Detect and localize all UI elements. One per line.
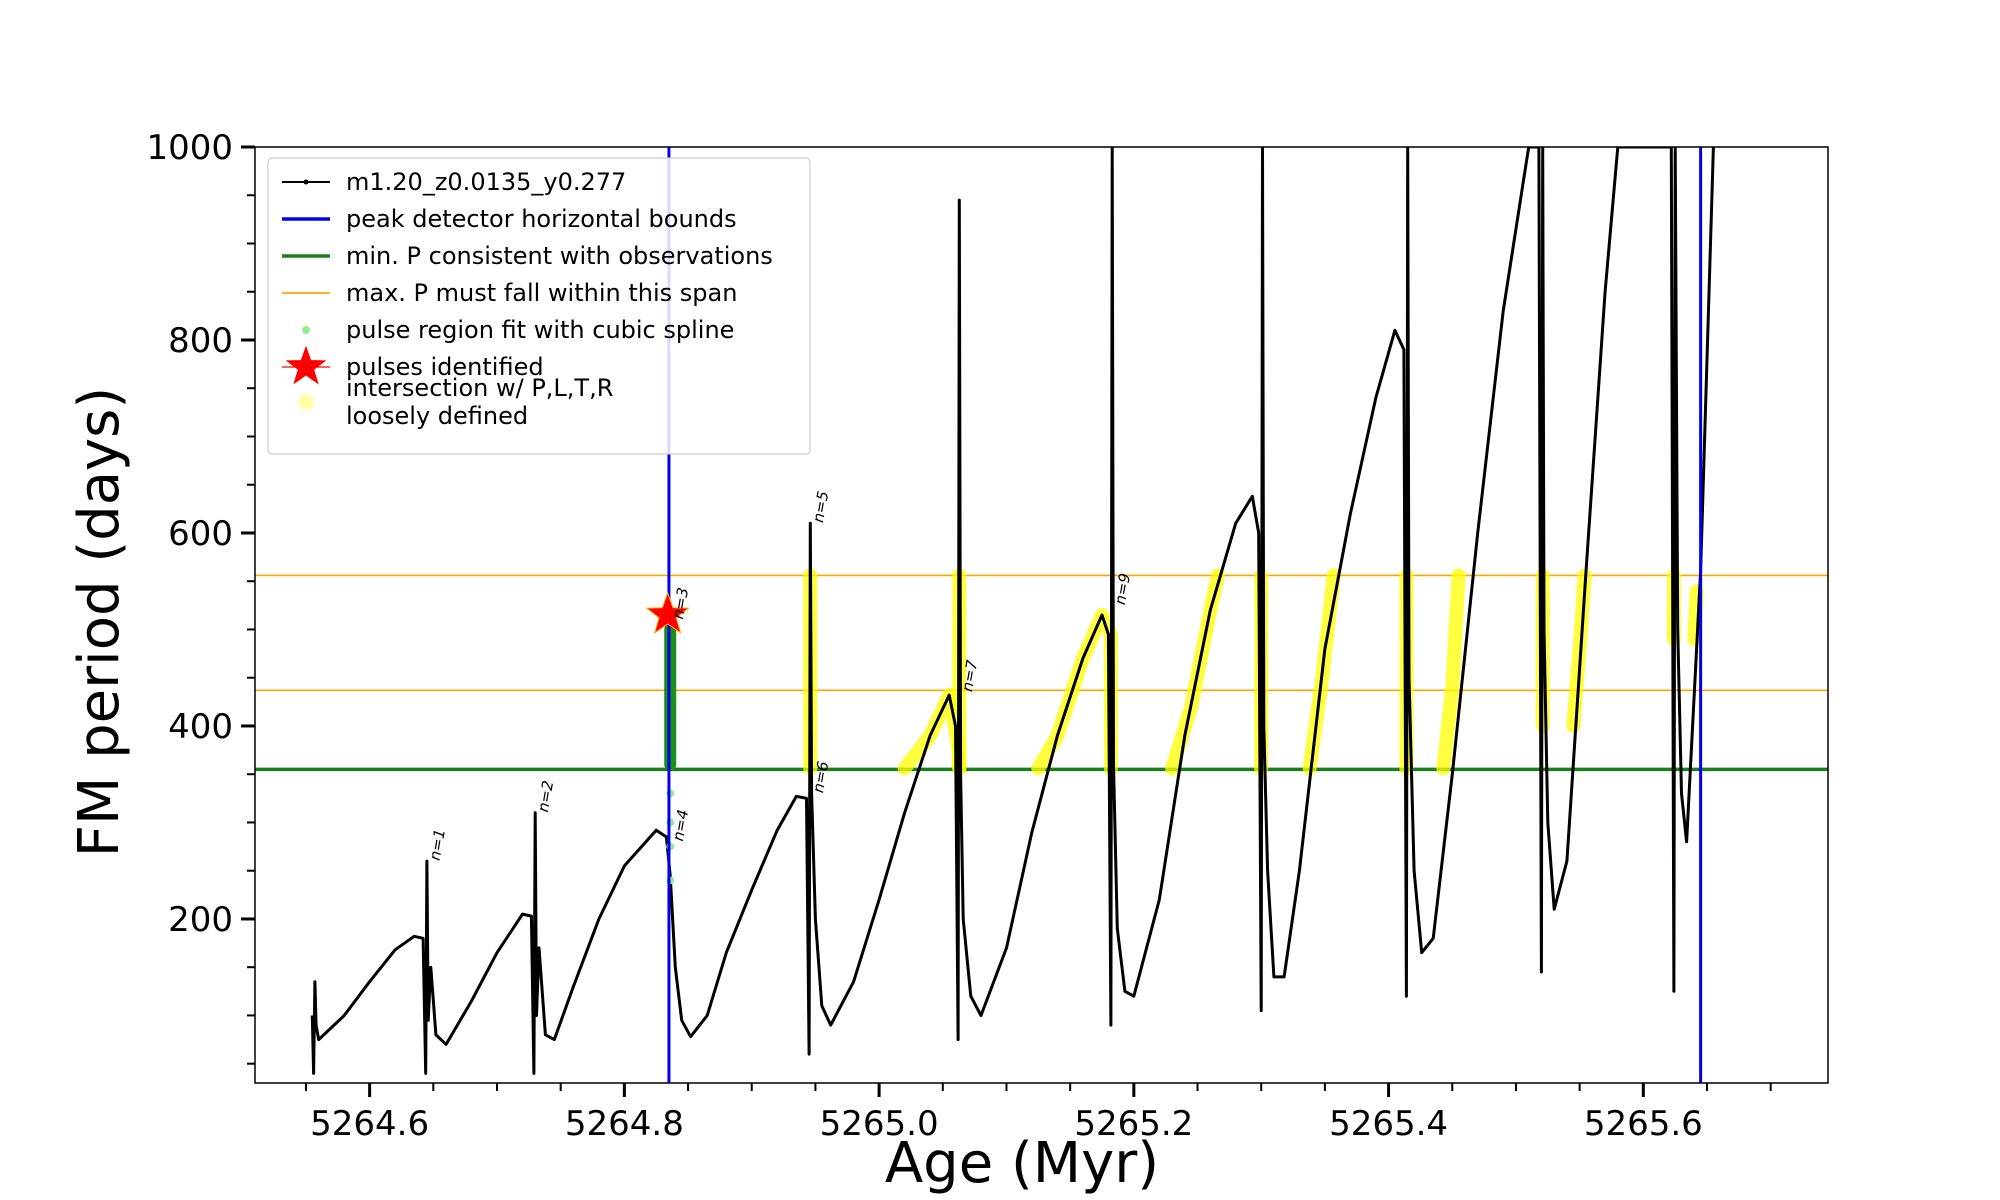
plot-frame: [254, 146, 1829, 1084]
legend-label-line2: loosely defined: [346, 402, 528, 430]
plot-clip-group: n=1 n=2 n=3 n=4 n=5 n=6 n=7 n=9: [255, 147, 1828, 1083]
legend-label: min. P consistent with observations: [346, 242, 773, 270]
pulse-star-marker: [645, 591, 691, 635]
y-axis-title: FM period (days): [67, 387, 132, 857]
legend-label: pulse region fit with cubic spline: [346, 316, 734, 344]
legend-label: intersection w/ P,L,T,R: [346, 374, 613, 402]
legend-label: peak detector horizontal bounds: [346, 205, 737, 233]
x-axis-title: Age (Myr): [885, 1131, 1159, 1196]
axes: 5264.6 5264.8 5265.0 5265.2 5265.4 5265.6 200 4…: [146, 128, 1829, 1144]
pulse-annotation: n=9: [1111, 572, 1134, 606]
legend-handle-marker: [303, 179, 309, 185]
pulse-annotation: n=3: [669, 586, 692, 620]
legend-label: m1.20_z0.0135_y0.277: [346, 168, 626, 196]
y-tick-label: 1000: [146, 128, 233, 168]
pulse-annotation: n=5: [809, 490, 832, 524]
legend-box: [267, 157, 811, 455]
x-tick-label: 5265.4: [1329, 1104, 1448, 1144]
y-tick-label: 800: [168, 321, 233, 361]
intersection-region: [1031, 608, 1118, 776]
pulse-annotation: n=1: [426, 828, 449, 862]
x-tick-label: 5265.0: [820, 1104, 939, 1144]
intersection-region: [1687, 583, 1704, 647]
pulse-annotation: n=7: [958, 658, 981, 693]
x-tick-label: 5265.2: [1074, 1104, 1193, 1144]
x-tick-label: 5264.8: [565, 1104, 684, 1144]
plot-area: n=1 n=2 n=3 n=4 n=5 n=6 n=7 n=9: [255, 147, 1828, 1083]
model-track-line: [310, 147, 1715, 1075]
y-tick-label: 600: [168, 514, 233, 554]
legend-label: max. P must fall within this span: [346, 279, 737, 307]
legend-handle-star: [285, 345, 327, 385]
pulse-annotation: n=6: [809, 760, 832, 794]
y-tick-label: 400: [168, 707, 233, 747]
legend-label: pulses identified: [346, 353, 544, 381]
pulse-annotation: n=4: [669, 808, 692, 842]
pulse-annotation: n=2: [534, 779, 557, 813]
y-tick-label: 200: [168, 900, 233, 940]
x-tick-label: 5265.6: [1584, 1104, 1703, 1144]
intersection-region: [1436, 568, 1466, 776]
x-tick-label: 5264.6: [310, 1104, 429, 1144]
legend-handle-dot: [298, 394, 314, 410]
legend-handle-dot: [302, 326, 310, 334]
